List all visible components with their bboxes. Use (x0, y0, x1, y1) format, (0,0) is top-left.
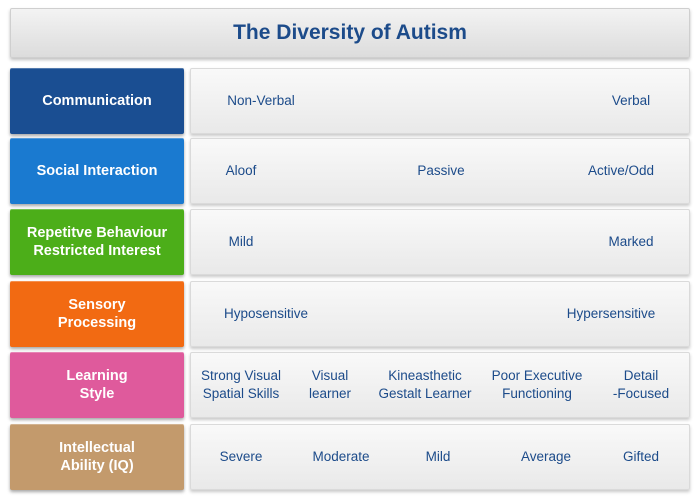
item-poor-executive: Poor Executive Functioning (491, 368, 583, 401)
row-sensory-processing: Sensory Processing Hyposensitive Hyperse… (10, 281, 690, 347)
row-content-social-interaction: Aloof Passive Active/Odd (190, 138, 690, 204)
row-label-social-interaction: Social Interaction (10, 138, 184, 204)
item-hypersensitive: Hypersensitive (566, 306, 656, 321)
row-repetitive-behaviour: Repetitve Behaviour Restricted Interest … (10, 209, 690, 275)
row-content-communication: Non-Verbal Verbal (190, 68, 690, 134)
row-learning-style: Learning Style Strong Visual Spatial Ski… (10, 352, 690, 418)
item-mild-iq: Mild (425, 449, 451, 464)
row-label-sensory-processing: Sensory Processing (10, 281, 184, 347)
row-communication: Communication Non-Verbal Verbal (10, 68, 690, 134)
item-severe: Severe (219, 449, 263, 464)
row-label-communication: Communication (10, 68, 184, 134)
row-content-repetitive-behaviour: Mild Marked (190, 209, 690, 275)
item-active-odd: Active/Odd (587, 163, 655, 178)
row-content-sensory-processing: Hyposensitive Hypersensitive (190, 281, 690, 347)
row-content-learning-style: Strong Visual Spatial Skills Visual lear… (190, 352, 690, 418)
row-label-intellectual-ability: Intellectual Ability (IQ) (10, 424, 184, 490)
row-label-repetitive-behaviour: Repetitve Behaviour Restricted Interest (10, 209, 184, 275)
item-kineasthetic: Kineasthetic Gestalt Learner (378, 368, 472, 401)
item-moderate: Moderate (312, 449, 370, 464)
diagram-title: The Diversity of Autism (233, 21, 467, 44)
row-label-learning-style: Learning Style (10, 352, 184, 418)
item-non-verbal: Non-Verbal (227, 93, 295, 108)
row-intellectual-ability: Intellectual Ability (IQ) Severe Moderat… (10, 424, 690, 490)
item-passive: Passive (417, 163, 465, 178)
item-verbal: Verbal (611, 93, 651, 108)
title-bar: The Diversity of Autism (10, 8, 690, 58)
item-mild-repetitive: Mild (228, 234, 254, 249)
item-aloof: Aloof (225, 163, 257, 178)
row-content-intellectual-ability: Severe Moderate Mild Average Gifted (190, 424, 690, 490)
item-visual-learner: Visual learner (308, 368, 352, 401)
item-marked: Marked (608, 234, 654, 249)
item-strong-visual: Strong Visual Spatial Skills (200, 368, 282, 401)
row-social-interaction: Social Interaction Aloof Passive Active/… (10, 138, 690, 204)
item-detail-focused: Detail -Focused (612, 368, 670, 401)
item-hyposensitive: Hyposensitive (223, 306, 309, 321)
item-gifted: Gifted (622, 449, 660, 464)
item-average: Average (520, 449, 572, 464)
